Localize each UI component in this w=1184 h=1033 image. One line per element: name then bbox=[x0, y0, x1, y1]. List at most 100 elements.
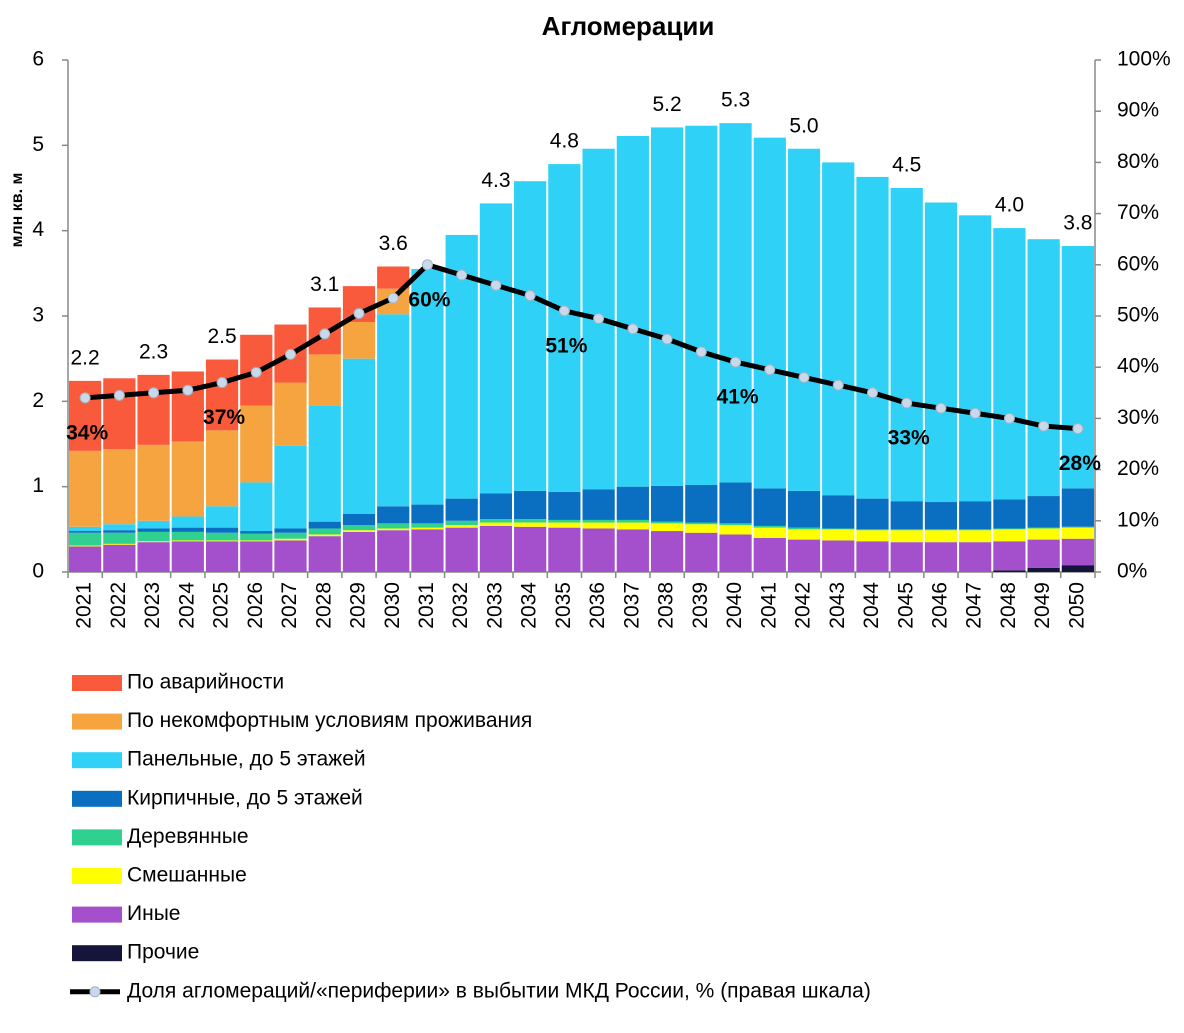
bar-segment bbox=[205, 532, 239, 541]
bar-segment bbox=[205, 430, 239, 507]
bar-segment bbox=[171, 516, 204, 528]
bar-segment bbox=[171, 371, 204, 442]
bar-segment bbox=[822, 540, 855, 572]
bar-segment bbox=[993, 529, 1026, 542]
line-point bbox=[524, 290, 536, 302]
line bbox=[84, 261, 1079, 432]
x-tick-label: 2024 bbox=[175, 582, 198, 629]
bar-segment bbox=[548, 164, 581, 492]
y2-tick-label: 60% bbox=[1117, 252, 1159, 275]
bar-segment bbox=[377, 506, 410, 524]
legend-swatch bbox=[89, 986, 101, 998]
bar-segment bbox=[685, 484, 718, 523]
bar-segment bbox=[205, 527, 239, 533]
line-point bbox=[798, 371, 810, 383]
bar-segment bbox=[479, 519, 513, 523]
x-tick-label: 2040 bbox=[723, 582, 746, 629]
bar-segment bbox=[924, 530, 958, 543]
bar-segment bbox=[719, 123, 752, 483]
legend-label: По аварийности bbox=[127, 671, 284, 694]
bar-segment bbox=[479, 203, 513, 494]
bar-segment bbox=[993, 528, 1026, 530]
x-tick-label: 2036 bbox=[586, 582, 609, 629]
bar-segment bbox=[993, 541, 1026, 571]
bar-segment bbox=[787, 539, 821, 572]
total-label: 5.2 bbox=[652, 93, 681, 116]
bar-segment bbox=[205, 541, 239, 572]
legend-swatch bbox=[72, 752, 122, 769]
bar-segment bbox=[616, 522, 649, 530]
line-point bbox=[901, 397, 913, 409]
bar-segment bbox=[411, 527, 444, 530]
x-tick-label: 2042 bbox=[792, 582, 815, 629]
total-label: 4.0 bbox=[995, 194, 1024, 217]
total-label: 2.3 bbox=[139, 340, 168, 363]
bar-segment bbox=[548, 491, 581, 520]
line-point bbox=[969, 407, 981, 419]
x-tick-label: 2037 bbox=[620, 582, 643, 629]
y2-tick-label: 40% bbox=[1117, 355, 1159, 378]
bar-segment bbox=[445, 520, 478, 526]
bar-segment bbox=[924, 529, 958, 531]
line-point bbox=[935, 402, 947, 414]
bar-segment bbox=[137, 528, 170, 532]
bar-segment bbox=[753, 488, 786, 526]
x-tick-label: 2027 bbox=[278, 582, 301, 629]
line-point bbox=[319, 328, 331, 340]
x-tick-label: 2038 bbox=[655, 582, 678, 629]
bar-segment bbox=[993, 570, 1026, 572]
y-axis-label: млн кв. м bbox=[9, 173, 26, 248]
bar-segment bbox=[959, 542, 992, 572]
bar-segment bbox=[822, 528, 855, 530]
bar-segment bbox=[274, 532, 307, 539]
total-label: 5.0 bbox=[789, 114, 818, 137]
bar-segment bbox=[137, 541, 170, 543]
bar-segment bbox=[753, 527, 786, 538]
x-tick-label: 2046 bbox=[928, 582, 951, 629]
y-tick-label: 4 bbox=[32, 218, 44, 241]
bar-segment bbox=[240, 482, 273, 532]
bar-segment bbox=[1061, 246, 1094, 489]
y2-tick-label: 10% bbox=[1117, 508, 1159, 531]
bar-segment bbox=[548, 519, 581, 523]
bar-segment bbox=[69, 450, 102, 527]
line-value-label: 28% bbox=[1059, 452, 1101, 475]
line-point bbox=[1072, 423, 1084, 435]
bar-segment bbox=[787, 148, 821, 491]
bar-segment bbox=[137, 444, 170, 521]
bar-segment bbox=[582, 519, 615, 523]
bar-segment bbox=[616, 529, 649, 572]
bar-segment bbox=[103, 449, 136, 525]
bar-segment bbox=[822, 495, 855, 529]
y2-tick-label: 80% bbox=[1117, 150, 1159, 173]
bar-segment bbox=[787, 490, 821, 528]
bar-segment bbox=[993, 228, 1026, 500]
legend-label: Смешанные bbox=[127, 864, 247, 887]
legend-swatch bbox=[72, 790, 122, 807]
bar-segment bbox=[548, 527, 581, 572]
legend-swatch bbox=[72, 868, 122, 884]
legend-label: Кирпичные, до 5 этажей bbox=[127, 786, 363, 809]
x-tick-label: 2022 bbox=[107, 582, 130, 629]
y-tick-label: 6 bbox=[32, 48, 44, 71]
line-value-label: 51% bbox=[545, 334, 587, 357]
bar-segment bbox=[479, 525, 513, 572]
x-tick-label: 2035 bbox=[552, 582, 575, 629]
y-tick-label: 1 bbox=[32, 474, 44, 497]
y-tick-label: 5 bbox=[32, 133, 44, 156]
bar-segment bbox=[582, 528, 615, 572]
bar-segment bbox=[650, 127, 684, 486]
bar-segment bbox=[753, 537, 786, 572]
bar-segment bbox=[377, 528, 410, 531]
line-point bbox=[113, 389, 125, 401]
bar-segment bbox=[445, 527, 478, 572]
bar-segment bbox=[171, 540, 204, 542]
bar-segment bbox=[993, 499, 1026, 529]
bar-segment bbox=[479, 522, 513, 526]
bar-segment bbox=[856, 529, 889, 531]
bar-segment bbox=[719, 534, 752, 572]
line-point bbox=[593, 313, 605, 325]
x-tick-label: 2048 bbox=[997, 582, 1020, 629]
bar-segment bbox=[137, 374, 170, 445]
